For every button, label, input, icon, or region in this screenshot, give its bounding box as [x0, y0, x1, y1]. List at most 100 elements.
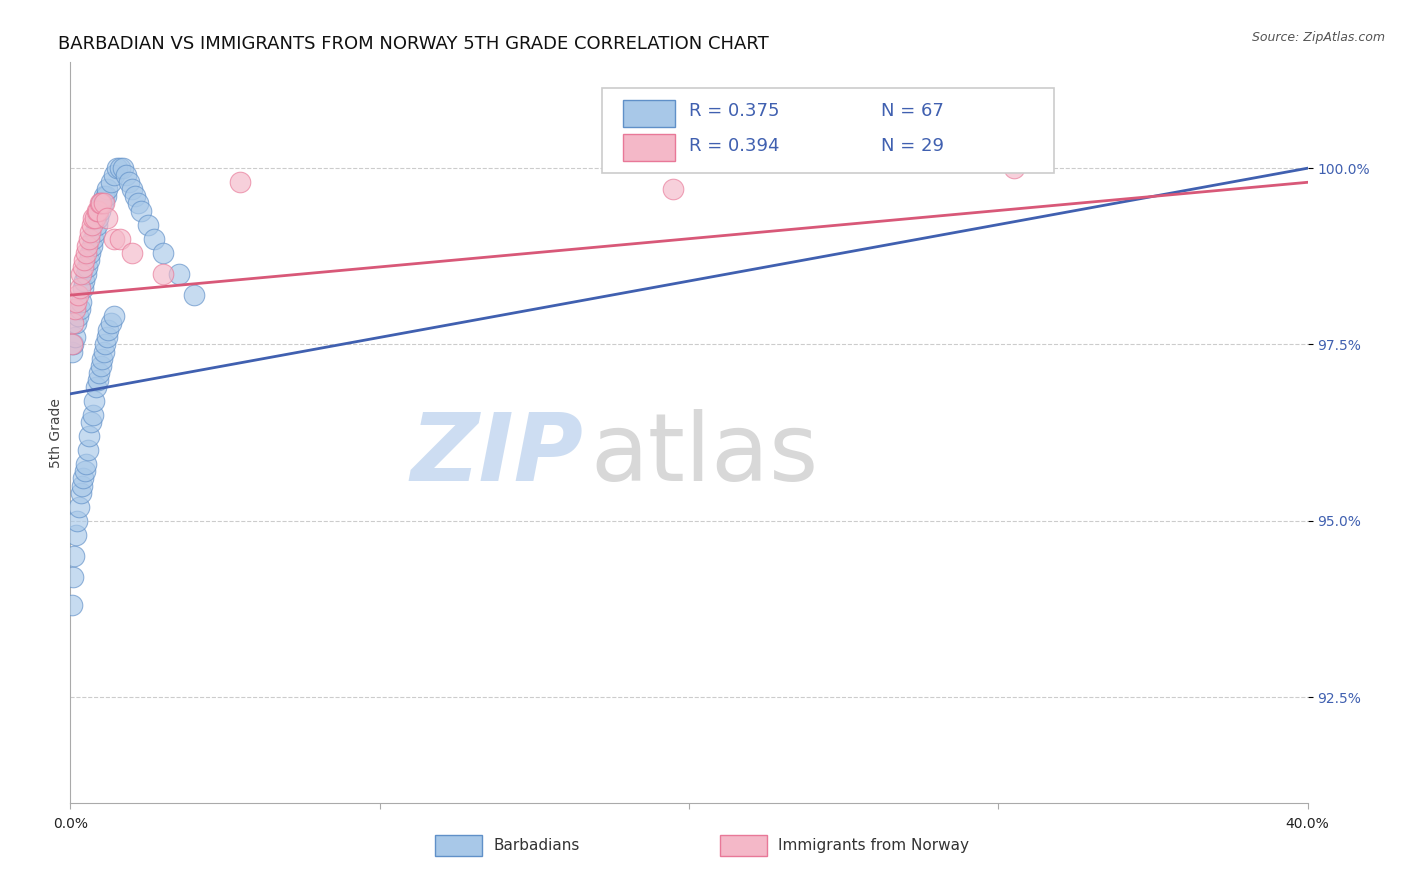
Point — [69, 281, 91, 295]
Point — [63, 330, 86, 344]
Point — [103, 310, 125, 324]
Point — [77, 443, 100, 458]
Point — [93, 189, 115, 203]
Point — [662, 182, 685, 196]
Point — [76, 239, 98, 253]
Point — [84, 211, 107, 225]
Text: ZIP: ZIP — [411, 409, 583, 500]
Point — [229, 175, 252, 189]
Point — [91, 196, 114, 211]
Point — [75, 267, 97, 281]
Point — [73, 252, 96, 267]
Text: Barbadians: Barbadians — [494, 838, 579, 854]
Point — [131, 203, 153, 218]
Point — [75, 245, 97, 260]
Point — [90, 359, 112, 373]
Point — [97, 323, 120, 337]
Point — [72, 471, 94, 485]
Point — [87, 211, 110, 225]
Point — [100, 316, 122, 330]
Point — [62, 337, 84, 351]
Point — [115, 168, 138, 182]
Text: N = 67: N = 67 — [880, 102, 943, 120]
Point — [69, 485, 91, 500]
Point — [183, 288, 205, 302]
Point — [152, 245, 174, 260]
Point — [94, 337, 117, 351]
Point — [70, 478, 93, 492]
Point — [86, 203, 108, 218]
Point — [93, 196, 115, 211]
Point — [94, 189, 117, 203]
Point — [70, 295, 93, 310]
Point — [1002, 161, 1025, 176]
Point — [83, 393, 105, 408]
Point — [63, 302, 86, 317]
Point — [79, 429, 101, 443]
Point — [121, 182, 143, 196]
Y-axis label: 5th Grade: 5th Grade — [49, 398, 63, 467]
Point — [96, 182, 118, 196]
Point — [118, 175, 141, 189]
Point — [73, 274, 96, 288]
Point — [103, 232, 125, 246]
Point — [67, 500, 90, 514]
Point — [86, 218, 108, 232]
Text: Source: ZipAtlas.com: Source: ZipAtlas.com — [1251, 31, 1385, 45]
Text: 0.0%: 0.0% — [53, 817, 87, 831]
Point — [167, 267, 190, 281]
Point — [75, 464, 97, 478]
Point — [89, 196, 111, 211]
Point — [79, 225, 101, 239]
Point — [62, 570, 84, 584]
Point — [80, 415, 103, 429]
Point — [65, 316, 87, 330]
Point — [121, 245, 143, 260]
Point — [76, 260, 98, 274]
Point — [124, 189, 146, 203]
FancyBboxPatch shape — [602, 88, 1054, 173]
Point — [82, 211, 105, 225]
Point — [108, 161, 131, 176]
Point — [90, 351, 112, 366]
Point — [111, 161, 134, 176]
Point — [142, 232, 165, 246]
Point — [93, 344, 115, 359]
Point — [84, 380, 107, 394]
Text: 40.0%: 40.0% — [1285, 817, 1330, 831]
Point — [65, 295, 87, 310]
Point — [86, 373, 108, 387]
Text: BARBADIAN VS IMMIGRANTS FROM NORWAY 5TH GRADE CORRELATION CHART: BARBADIAN VS IMMIGRANTS FROM NORWAY 5TH … — [58, 35, 769, 53]
Point — [72, 260, 94, 274]
FancyBboxPatch shape — [720, 836, 766, 856]
Point — [77, 252, 100, 267]
Point — [67, 310, 90, 324]
Point — [66, 514, 89, 528]
Point — [62, 316, 84, 330]
Point — [63, 549, 86, 563]
Text: R = 0.394: R = 0.394 — [689, 137, 779, 155]
Point — [90, 196, 112, 211]
Point — [65, 528, 87, 542]
Point — [75, 458, 97, 472]
Point — [60, 599, 83, 613]
FancyBboxPatch shape — [623, 100, 675, 127]
Point — [87, 203, 110, 218]
Point — [69, 302, 91, 317]
Point — [77, 232, 100, 246]
Point — [152, 267, 174, 281]
Point — [100, 175, 122, 189]
Point — [60, 344, 83, 359]
Text: Immigrants from Norway: Immigrants from Norway — [778, 838, 969, 854]
FancyBboxPatch shape — [623, 135, 675, 161]
Point — [87, 366, 110, 380]
Point — [60, 337, 83, 351]
FancyBboxPatch shape — [436, 836, 482, 856]
Point — [89, 203, 111, 218]
Point — [72, 281, 94, 295]
Point — [79, 245, 101, 260]
Point — [103, 168, 125, 182]
Point — [80, 218, 103, 232]
Point — [136, 218, 159, 232]
Point — [108, 232, 131, 246]
